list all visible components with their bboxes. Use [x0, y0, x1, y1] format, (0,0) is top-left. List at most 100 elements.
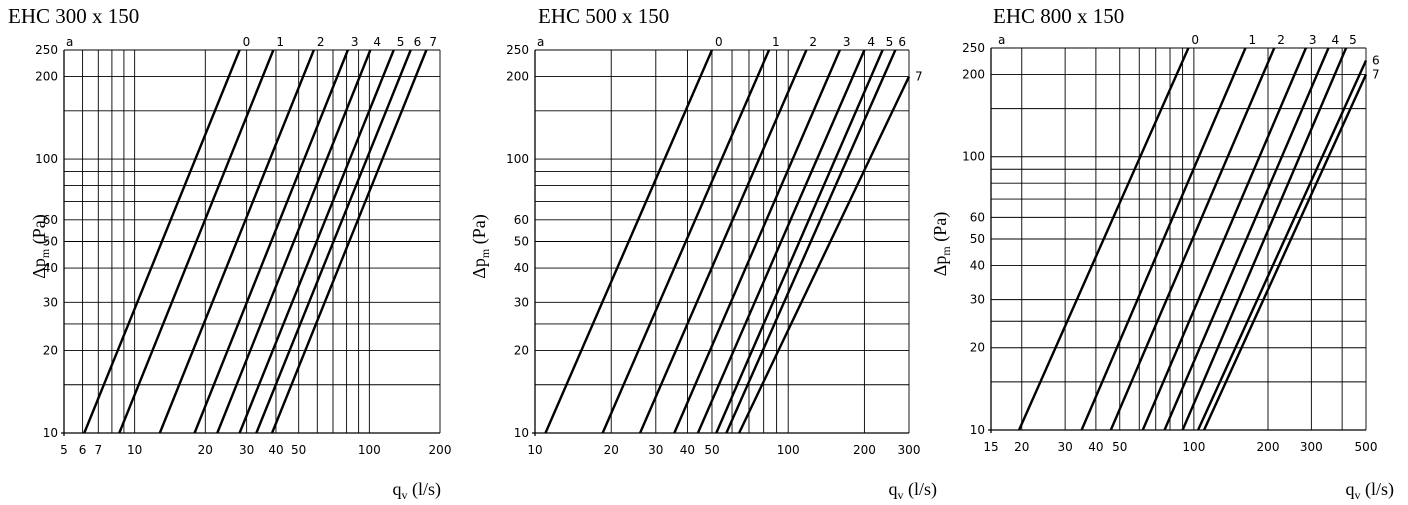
- y-tick-label: 250: [962, 41, 985, 55]
- series-label: 2: [317, 35, 325, 49]
- y-tick-label: 20: [970, 341, 985, 355]
- series-line-3: [193, 49, 349, 434]
- series-line-0: [544, 49, 714, 434]
- y-tick-label: 40: [43, 261, 58, 275]
- series-line-7: [270, 49, 428, 434]
- y-axis-title: Δpm (Pa): [29, 214, 52, 278]
- x-tick-label: 500: [1355, 440, 1378, 454]
- x-tick-label: 100: [1182, 440, 1205, 454]
- x-tick-label: 100: [358, 443, 381, 457]
- y-tick-label: 20: [514, 344, 529, 358]
- series-line-5: [238, 49, 395, 434]
- series-label: 1: [772, 35, 780, 49]
- series-line-2: [1109, 47, 1276, 431]
- x-axis-title: qv (l/s): [889, 479, 938, 502]
- x-tick-label: 10: [127, 443, 142, 457]
- series-line-7: [1202, 73, 1368, 431]
- x-tick-label: 20: [604, 443, 619, 457]
- x-tick-label: 30: [648, 443, 663, 457]
- y-tick-label: 200: [962, 67, 985, 81]
- series-label: 2: [1277, 33, 1285, 47]
- curve-axis-label: a: [998, 33, 1005, 47]
- series-label: 5: [397, 35, 405, 49]
- y-axis-title: Δpm (Pa): [469, 214, 492, 278]
- series-label: 3: [1309, 33, 1317, 47]
- curve-axis-label: a: [537, 35, 544, 49]
- y-tick-label: 10: [970, 423, 985, 437]
- series-line-3: [673, 49, 841, 434]
- x-tick-label: 100: [777, 443, 800, 457]
- gridlines: [63, 49, 441, 434]
- series-label: 5: [1349, 33, 1357, 47]
- series-label: 4: [373, 35, 381, 49]
- series-label: 7: [1372, 67, 1380, 81]
- y-tick-label: 30: [43, 295, 58, 309]
- y-tick-label: 30: [514, 295, 529, 309]
- series-label: 0: [715, 35, 723, 49]
- series-label: 2: [809, 35, 817, 49]
- series-line-4: [216, 49, 372, 434]
- series-label: 6: [1372, 54, 1380, 68]
- y-tick-label: 100: [35, 152, 58, 166]
- x-tick-label: 50: [291, 443, 306, 457]
- gridlines: [991, 47, 1367, 431]
- chart-title: EHC 500 x 150: [538, 4, 669, 28]
- y-tick-label: 10: [43, 426, 58, 440]
- series-label: 5: [886, 35, 894, 49]
- x-tick-label: 5: [60, 443, 68, 457]
- y-tick-label: 100: [962, 150, 985, 164]
- x-axis-title: qv (l/s): [393, 479, 442, 502]
- y-tick-label: 60: [970, 210, 985, 224]
- x-tick-label: 15: [983, 440, 998, 454]
- y-tick-label: 250: [35, 43, 58, 57]
- series-line-5: [715, 49, 884, 434]
- series-line-1: [118, 49, 275, 434]
- x-tick-label: 300: [1300, 440, 1323, 454]
- series-line-1: [601, 49, 771, 434]
- x-tick-label: 20: [198, 443, 213, 457]
- series-label: 3: [843, 35, 851, 49]
- y-tick-label: 100: [506, 152, 529, 166]
- x-tick-label: 50: [704, 443, 719, 457]
- series-line-6: [725, 49, 897, 434]
- y-tick-label: 60: [43, 213, 58, 227]
- x-tick-label: 6: [79, 443, 87, 457]
- series-line-5: [1181, 47, 1348, 431]
- series-line-4: [696, 49, 866, 434]
- x-tick-label: 40: [680, 443, 695, 457]
- series-line-2: [638, 49, 808, 434]
- y-tick-label: 50: [514, 235, 529, 249]
- y-tick-label: 60: [514, 213, 529, 227]
- x-tick-label: 10: [527, 443, 542, 457]
- series-label: 1: [276, 35, 284, 49]
- series-line-6: [1196, 60, 1368, 431]
- series-label: 0: [243, 35, 251, 49]
- x-tick-label: 200: [429, 443, 452, 457]
- x-tick-label: 30: [239, 443, 254, 457]
- y-tick-label: 200: [506, 70, 529, 84]
- chart-title: EHC 300 x 150: [8, 4, 139, 28]
- series-line-0: [83, 49, 241, 434]
- x-tick-label: 20: [1014, 440, 1029, 454]
- y-tick-label: 40: [970, 258, 985, 272]
- y-tick-label: 30: [970, 293, 985, 307]
- series-label: 6: [414, 35, 422, 49]
- series-line-4: [1163, 47, 1330, 431]
- series-label: 3: [351, 35, 359, 49]
- series-line-1: [1080, 47, 1247, 431]
- series-label: 1: [1248, 33, 1256, 47]
- y-tick-label: 40: [514, 261, 529, 275]
- y-tick-label: 50: [43, 235, 58, 249]
- y-tick-label: 10: [514, 426, 529, 440]
- curve-axis-label: a: [66, 35, 73, 49]
- y-tick-label: 200: [35, 70, 58, 84]
- x-tick-label: 7: [94, 443, 102, 457]
- y-axis-title: Δpm (Pa): [930, 212, 953, 276]
- series-line-7: [738, 76, 911, 434]
- series-line-6: [255, 49, 412, 434]
